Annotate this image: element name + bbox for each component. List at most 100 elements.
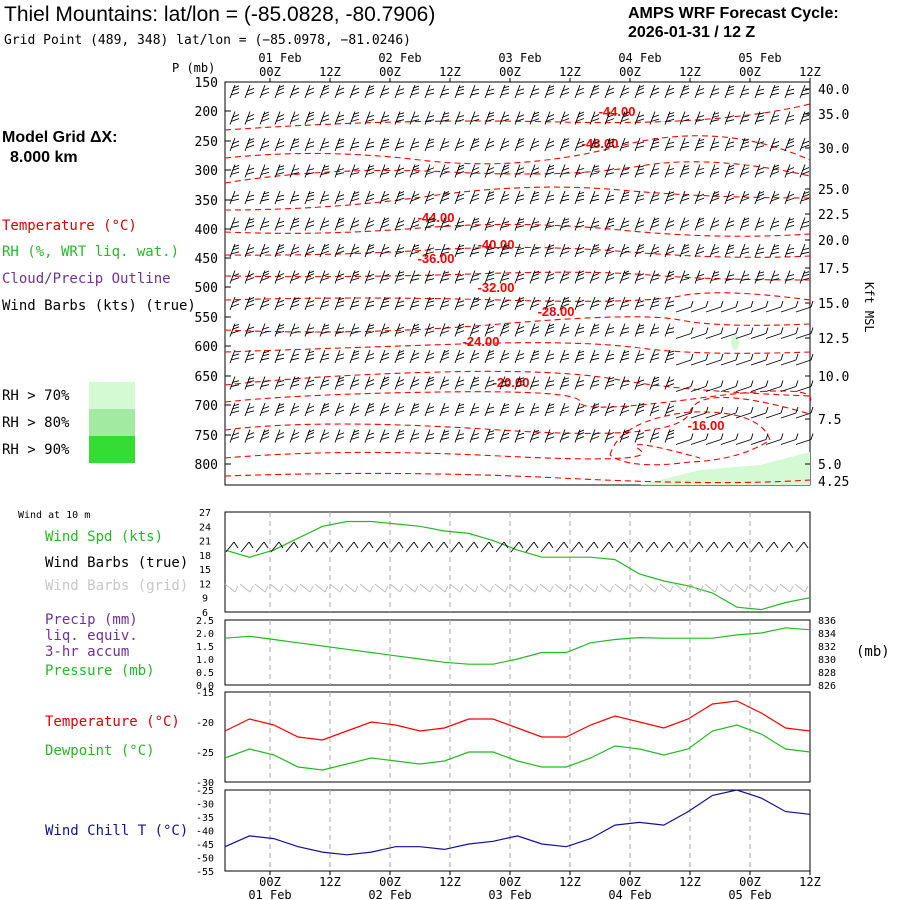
wind-barb <box>379 270 390 284</box>
wind-barb <box>750 406 769 419</box>
wind-barb <box>469 164 480 178</box>
wind-barb <box>720 380 739 392</box>
wind-barb <box>364 84 375 99</box>
wind-barb <box>694 84 705 99</box>
wind-barb <box>439 190 450 205</box>
contour-label: -24.00 <box>463 334 500 349</box>
wind-barb <box>499 190 510 205</box>
wind-barb <box>529 429 540 443</box>
wind-barb <box>274 323 285 337</box>
wind-barb <box>559 164 570 178</box>
wind-barb <box>574 111 585 125</box>
surface-wind-barb-true <box>720 541 734 553</box>
surface-wind-barb-true <box>780 541 794 553</box>
wind-barb <box>514 217 525 231</box>
surface-wind-barb-true <box>660 541 674 553</box>
wind-barb <box>454 296 465 311</box>
wind-barb <box>244 296 255 311</box>
temp-tick-label: -25 <box>196 748 214 759</box>
temperature-contour <box>224 370 811 397</box>
wind-barb <box>589 429 600 443</box>
wind-barb <box>229 137 240 152</box>
wind-barb <box>604 296 615 311</box>
wind-barb <box>574 84 585 99</box>
wind-barb <box>574 243 585 258</box>
wind-barb <box>319 217 330 231</box>
top-time-label: 00Z <box>739 65 761 79</box>
surface-wind-barb-grid <box>299 583 314 593</box>
wind-barb <box>319 429 330 443</box>
wind-barb <box>349 296 360 311</box>
wind-speed-line <box>224 520 811 611</box>
wind-barb <box>679 84 690 99</box>
wind-barb <box>619 429 630 443</box>
wind-barb <box>750 353 769 366</box>
wind-barb <box>469 296 480 311</box>
wind-barb <box>750 327 769 339</box>
wind-barb <box>765 327 784 339</box>
surface-wind-barb-true <box>705 541 719 553</box>
top-time-label: 12Z <box>679 65 701 79</box>
surface-wind-barb-true <box>735 541 749 553</box>
surface-wind-barb-grid <box>449 583 464 593</box>
wind-barb <box>765 353 784 366</box>
wind-barb <box>439 349 450 364</box>
wind-barb <box>319 376 330 390</box>
top-date-label: 01 Feb <box>258 51 301 65</box>
bottom-date-label: 04 Feb <box>608 888 651 900</box>
wind-barb <box>334 84 345 99</box>
temp-panel-frame <box>224 691 811 783</box>
wind-barb <box>244 243 255 258</box>
pressure-tick-label: 650 <box>195 370 218 385</box>
temperature-contour <box>609 411 771 466</box>
contour-label: -40.00 <box>478 237 515 252</box>
wind-barb <box>454 323 465 337</box>
wind-barb <box>724 270 735 284</box>
wind-barb <box>454 402 465 417</box>
wind-barb <box>499 349 510 364</box>
wind-barb <box>424 270 435 284</box>
wind-barb <box>529 84 540 99</box>
surface-wind-barb-true <box>285 541 299 553</box>
wind-barb <box>424 84 435 99</box>
wind-barb <box>469 323 480 337</box>
wind-barb <box>229 323 240 337</box>
legend-temperature: Temperature (°C) <box>2 218 137 234</box>
surface-wind-barb-true <box>645 541 659 553</box>
surface-wind-barb-grid <box>554 583 569 593</box>
wind-barb <box>799 190 810 205</box>
top-time-label: 00Z <box>379 65 401 79</box>
wind-barb <box>559 323 570 337</box>
wind-barb <box>379 349 390 364</box>
wind-barb <box>724 243 735 258</box>
wind-barb <box>604 270 615 284</box>
wind-barb <box>675 300 694 313</box>
wind-barb <box>349 402 360 417</box>
wind-barb <box>439 270 450 284</box>
wind-barb <box>559 429 570 443</box>
wind-barb <box>469 349 480 364</box>
wind-barb <box>739 243 750 258</box>
wind-barb <box>334 323 345 337</box>
wind-barb <box>424 429 435 443</box>
wind-barb <box>529 217 540 231</box>
wind-barb <box>709 217 720 231</box>
wind-tick-label: 6 <box>202 608 208 619</box>
wind-barb <box>589 270 600 284</box>
wind-barb <box>274 296 285 311</box>
surface-wind-barb-true <box>345 541 359 553</box>
temperature-contour <box>224 103 811 131</box>
temperature-contour <box>224 246 811 258</box>
surface-wind-barb-true <box>450 541 464 553</box>
page-title: Thiel Mountains: lat/lon = (-85.0828, -8… <box>4 3 436 26</box>
temperature-contour <box>224 390 812 408</box>
wind-tick-label: 15 <box>199 565 211 576</box>
wind-barb <box>769 137 780 152</box>
wind-barb <box>634 429 645 443</box>
wind-barb <box>694 270 705 284</box>
height-tick-label: 12.5 <box>818 332 849 347</box>
rh90-swatch <box>89 436 135 463</box>
wind-barb <box>619 164 630 178</box>
wind-barb <box>469 217 480 231</box>
wind-barb <box>424 111 435 125</box>
